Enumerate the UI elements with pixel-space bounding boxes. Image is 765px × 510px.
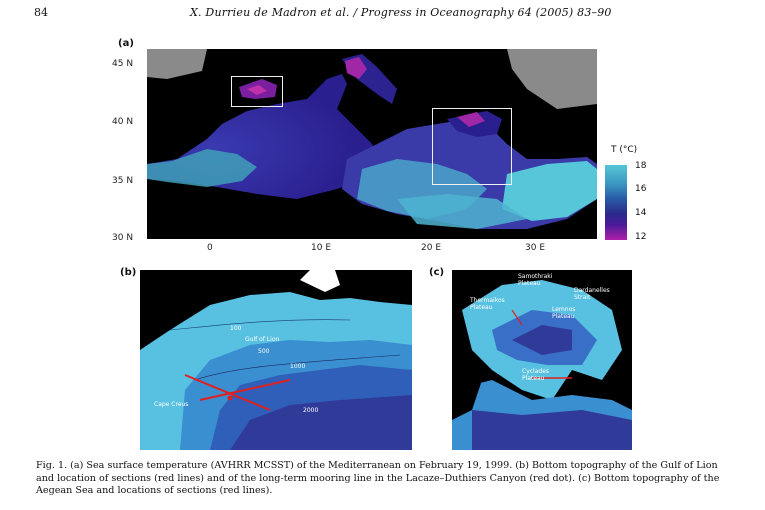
samothraki-label: Samothraki Plateau [518, 273, 553, 287]
colorbar-title: T (°C) [611, 145, 638, 155]
cyclades-label: Cyclades Plateau [522, 368, 550, 382]
sst-map-graphic [147, 49, 597, 239]
lon-tick: 0 [207, 243, 213, 253]
aegean-graphic [452, 280, 632, 450]
isobath-label: 500 [258, 348, 270, 355]
lon-tick: 10 E [311, 243, 331, 253]
dardanelles-label: Dardanelles Strait [574, 287, 610, 301]
panel-b-label: (b) [120, 267, 137, 278]
colorbar-tick: 14 [635, 208, 647, 218]
panel-c-label: (c) [429, 267, 445, 278]
running-head: X. Durrieu de Madron et al. / Progress i… [190, 6, 612, 19]
isobath-label: 2000 [303, 407, 319, 414]
colorbar-tick: 16 [635, 184, 647, 194]
thermaikos-label: Thermaikos Plateau [470, 297, 505, 311]
gulf-of-lion-graphic [140, 270, 412, 450]
isobath-label: 1000 [290, 363, 306, 370]
lat-tick: 35 N [112, 176, 134, 186]
lat-tick: 40 N [112, 117, 134, 127]
lat-tick: 30 N [112, 233, 134, 243]
aegean-inset-box [432, 108, 512, 185]
cape-creus-label: Cape Creus [154, 401, 189, 408]
colorbar [605, 165, 627, 240]
figure-caption: Fig. 1. (a) Sea surface temperature (AVH… [36, 460, 720, 496]
sst-map [147, 49, 597, 239]
aegean-map: Samothraki Plateau Dardanelles Strait Th… [452, 270, 632, 450]
gulf-of-lion-label: Gulf of Lion [245, 336, 280, 343]
lon-tick: 30 E [525, 243, 545, 253]
lemnos-label: Lemnos Plateau [552, 306, 576, 320]
gulf-of-lion-map: Rhone River Gulf of Lion Cape Creus 100 … [140, 270, 412, 450]
page-number: 84 [34, 6, 48, 19]
gulf-of-lion-inset-box [231, 76, 283, 107]
panel-a-label: (a) [118, 38, 134, 49]
lon-tick: 20 E [421, 243, 441, 253]
colorbar-tick: 12 [635, 232, 647, 242]
rhone-river-label: Rhone River [308, 272, 328, 286]
isobath-label: 100 [230, 325, 242, 332]
lat-tick: 45 N [112, 59, 134, 69]
colorbar-tick: 18 [635, 161, 647, 171]
